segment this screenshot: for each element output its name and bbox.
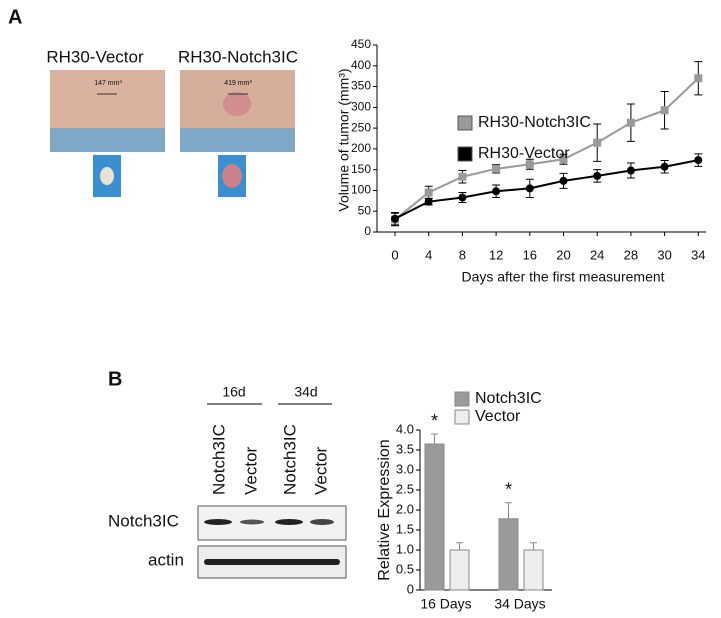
legend-swatch xyxy=(454,391,470,407)
legend-swatch xyxy=(457,146,473,162)
point xyxy=(626,118,635,127)
y-axis-title: Relative Expression xyxy=(376,439,393,580)
legend-label: Vector xyxy=(475,408,521,425)
photo-background xyxy=(50,128,165,152)
point xyxy=(391,214,399,223)
series-line xyxy=(394,77,699,221)
lane-label: Vector xyxy=(241,446,260,495)
band xyxy=(204,519,232,525)
x-tick-label: 4 xyxy=(425,247,432,262)
y-tick-label: 3.0 xyxy=(396,461,414,476)
legend-label: Notch3IC xyxy=(475,390,542,407)
point xyxy=(424,197,433,206)
point xyxy=(626,166,635,175)
y-tick-label: 400 xyxy=(351,58,371,72)
x-tick-label: 34 xyxy=(691,247,705,262)
y-tick-label: 0.5 xyxy=(396,561,414,576)
x-tick-label: 34 Days xyxy=(494,596,545,612)
x-tick-label: 28 xyxy=(624,247,638,262)
lane-label: Notch3IC xyxy=(209,424,228,495)
y-tick-label: 2.5 xyxy=(396,481,414,496)
series-line xyxy=(394,159,699,220)
panel-label: A xyxy=(8,6,22,28)
y-tick-label: 4.0 xyxy=(396,421,414,436)
y-tick-label: 350 xyxy=(351,79,371,93)
photo-caption: RH30-Notch3IC xyxy=(178,47,298,66)
point xyxy=(694,156,703,165)
y-tick-label: 2.0 xyxy=(396,501,414,516)
x-tick-label: 0 xyxy=(391,247,398,262)
y-tick-label: 200 xyxy=(351,141,371,155)
error-bar xyxy=(456,542,463,550)
point xyxy=(458,172,467,181)
x-tick-label: 16 xyxy=(523,247,537,262)
point xyxy=(660,106,669,115)
band xyxy=(240,519,264,525)
tumor xyxy=(100,167,114,185)
panel-label: B xyxy=(108,368,122,390)
y-tick-label: 0 xyxy=(364,224,371,238)
point xyxy=(593,171,602,180)
row-label: Notch3IC xyxy=(108,511,179,530)
y-tick-label: 1.0 xyxy=(396,541,414,556)
legend-swatch xyxy=(457,115,473,131)
legend-label: RH30-Notch3IC xyxy=(478,114,591,131)
y-tick-label: 100 xyxy=(351,183,371,197)
point xyxy=(525,184,534,193)
x-tick-label: 8 xyxy=(459,247,466,262)
point xyxy=(458,193,467,202)
row-label: actin xyxy=(148,550,184,569)
y-tick-label: 3.5 xyxy=(396,441,414,456)
y-tick-label: 0 xyxy=(407,581,414,596)
lane-label: Notch3IC xyxy=(280,424,299,495)
volume-label: 147 mm³ xyxy=(94,80,122,87)
y-tick-label: 250 xyxy=(351,120,371,134)
photo-background xyxy=(180,128,295,152)
x-tick-label: 20 xyxy=(556,247,570,262)
annotation: * xyxy=(431,411,438,431)
x-axis-title: Days after the first measurement xyxy=(461,269,664,285)
x-tick-label: 24 xyxy=(590,247,604,262)
point xyxy=(559,176,568,185)
point xyxy=(525,160,534,169)
legend-swatch xyxy=(454,409,470,425)
bar xyxy=(523,549,544,591)
point xyxy=(492,187,501,196)
tumor xyxy=(222,164,242,188)
bar xyxy=(498,518,519,591)
point xyxy=(593,138,602,147)
point xyxy=(424,188,433,197)
point xyxy=(660,162,669,171)
x-tick-label: 16 Days xyxy=(420,596,471,612)
y-tick-label: 300 xyxy=(351,100,371,114)
lane-label: Vector xyxy=(311,446,330,495)
legend-label: RH30-Vector xyxy=(478,145,570,162)
band xyxy=(275,519,303,525)
volume-label: 419 mm³ xyxy=(224,80,252,87)
y-tick-label: 150 xyxy=(351,162,371,176)
bar xyxy=(424,443,445,591)
photo-caption: RH30-Vector xyxy=(46,47,144,66)
error-bar xyxy=(505,502,512,519)
error-bar xyxy=(431,433,438,444)
point xyxy=(559,155,568,164)
error-bar xyxy=(530,542,537,550)
point xyxy=(492,164,501,173)
x-tick-label: 12 xyxy=(489,247,503,262)
point xyxy=(694,74,703,83)
y-tick-label: 50 xyxy=(358,203,372,217)
bar xyxy=(449,549,470,591)
time-point: 34d xyxy=(294,384,317,400)
tumor xyxy=(223,92,251,116)
x-tick-label: 30 xyxy=(657,247,671,262)
annotation: * xyxy=(505,480,512,500)
y-axis-title: Volume of tumor (mm³) xyxy=(336,68,352,211)
band xyxy=(204,559,340,565)
time-point: 16d xyxy=(222,384,245,400)
band xyxy=(310,519,334,525)
y-tick-label: 450 xyxy=(351,37,371,51)
y-tick-label: 1.5 xyxy=(396,521,414,536)
